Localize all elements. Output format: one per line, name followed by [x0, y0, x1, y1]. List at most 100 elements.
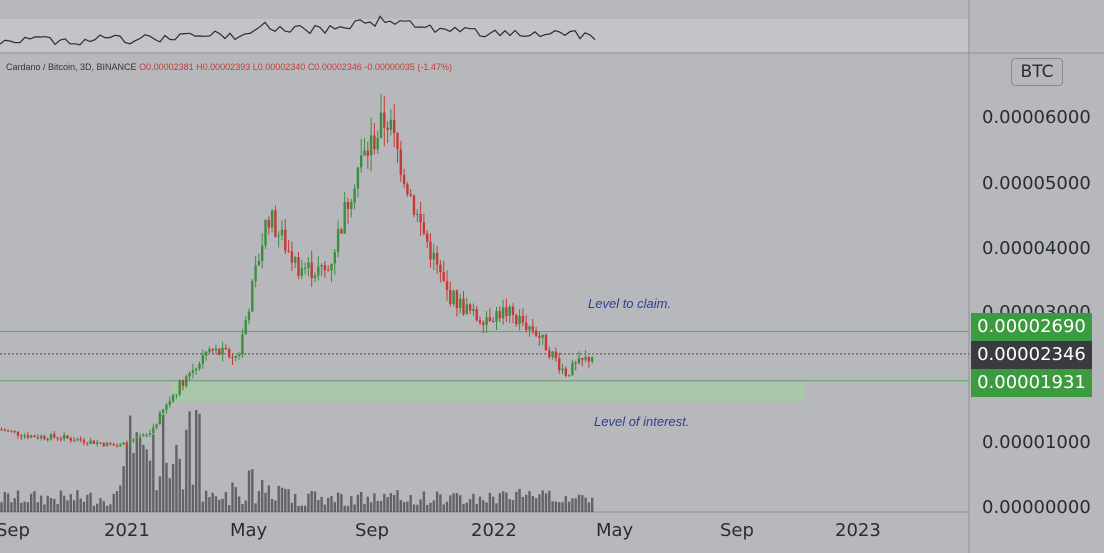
candle-body: [488, 317, 492, 322]
candle-body: [571, 362, 574, 375]
candle-body: [558, 358, 561, 371]
volume-bar: [432, 500, 435, 512]
candle-body: [43, 435, 46, 439]
volume-bar: [521, 496, 525, 512]
candle-body: [125, 442, 129, 446]
volume-bar: [79, 498, 82, 512]
volume-bar: [165, 462, 168, 512]
volume-bar: [23, 501, 26, 512]
volume-bar: [426, 504, 429, 512]
volume-bar: [307, 493, 310, 512]
candle-body: [366, 150, 369, 156]
candle-body: [485, 317, 488, 325]
candle-body: [508, 306, 511, 316]
volume-bar: [445, 501, 449, 512]
candle-body: [406, 184, 409, 195]
candle-body: [429, 241, 432, 260]
volume-bar: [343, 505, 346, 512]
volume-bar: [274, 500, 277, 512]
volume-bar: [492, 496, 495, 512]
candle-body: [69, 437, 72, 441]
volume-bar: [30, 493, 33, 512]
volume-bar: [528, 491, 531, 512]
price-tick-label: 0.00001000: [982, 432, 1091, 453]
volume-bar: [280, 487, 284, 512]
candle-body: [16, 431, 20, 436]
volume-bar: [112, 493, 115, 512]
candle-body: [82, 440, 86, 443]
volume-bar: [155, 490, 158, 512]
volume-bar: [297, 505, 300, 512]
time-tick-label: Sep: [720, 520, 754, 541]
candle-body: [191, 370, 195, 373]
candle-body: [92, 440, 96, 444]
candle-body: [412, 195, 416, 215]
volume-bar: [145, 449, 148, 512]
volume-bar: [571, 498, 574, 512]
candle-body: [538, 335, 541, 338]
candle-body: [181, 380, 185, 386]
candle-body: [577, 357, 581, 364]
candle-body: [409, 194, 412, 196]
currency-unit-button[interactable]: BTC: [1011, 58, 1063, 86]
candle-body: [459, 298, 462, 309]
volume-bar: [89, 492, 92, 512]
candle-body: [264, 219, 267, 246]
volume-bar: [33, 491, 36, 512]
time-tick-label: May: [230, 520, 268, 541]
volume-bar: [416, 504, 419, 512]
candle-body: [416, 214, 419, 216]
candle-body: [307, 262, 310, 268]
volume-bar: [208, 497, 211, 512]
volume-bar: [13, 498, 16, 512]
candle-body: [0, 429, 3, 431]
volume-bar: [59, 490, 63, 512]
volume-bar: [244, 500, 247, 512]
candle-body: [548, 350, 551, 358]
candle-body: [353, 188, 356, 203]
volume-bar: [102, 501, 105, 512]
candle-body: [59, 438, 63, 440]
candle-body: [393, 119, 396, 134]
time-tick-label: 2021: [104, 520, 150, 541]
candle-body: [79, 439, 82, 441]
candle-body: [122, 442, 125, 445]
candle-body: [402, 174, 406, 185]
volume-bar: [6, 493, 10, 512]
candle-body: [165, 404, 168, 410]
volume-bar: [317, 499, 320, 512]
candle-body: [581, 357, 584, 360]
candle-body: [109, 442, 112, 445]
candle-body: [445, 281, 449, 291]
volume-bar: [290, 502, 294, 512]
volume-bar: [158, 476, 162, 512]
candle-body: [267, 219, 270, 228]
candle-body: [234, 355, 237, 358]
candle-body: [340, 229, 343, 234]
candle-body: [591, 357, 594, 362]
volume-bar: [204, 490, 208, 512]
volume-bar: [63, 495, 66, 512]
ohlc-legend: Cardano / Bitcoin, 3D, BINANCE O0.000023…: [6, 62, 452, 72]
candle-body: [501, 307, 505, 319]
candle-body: [330, 263, 333, 271]
indicator-band: [0, 19, 969, 53]
volume-bar: [366, 496, 369, 512]
candle-body: [379, 112, 383, 139]
volume-bar: [449, 495, 452, 512]
low-value: L0.00002340: [252, 62, 306, 72]
candle-body: [584, 356, 587, 360]
volume-bar: [39, 495, 43, 512]
candle-body: [336, 229, 340, 253]
volume-bar: [554, 501, 558, 512]
candle-body: [251, 280, 254, 312]
candle-body: [63, 435, 66, 439]
candle-body: [6, 430, 10, 432]
volume-bar: [119, 485, 122, 512]
candle-body: [505, 307, 508, 316]
candle-body: [300, 268, 303, 276]
volume-bar: [86, 494, 89, 512]
candle-body: [419, 214, 422, 223]
volume-bar: [234, 487, 237, 512]
